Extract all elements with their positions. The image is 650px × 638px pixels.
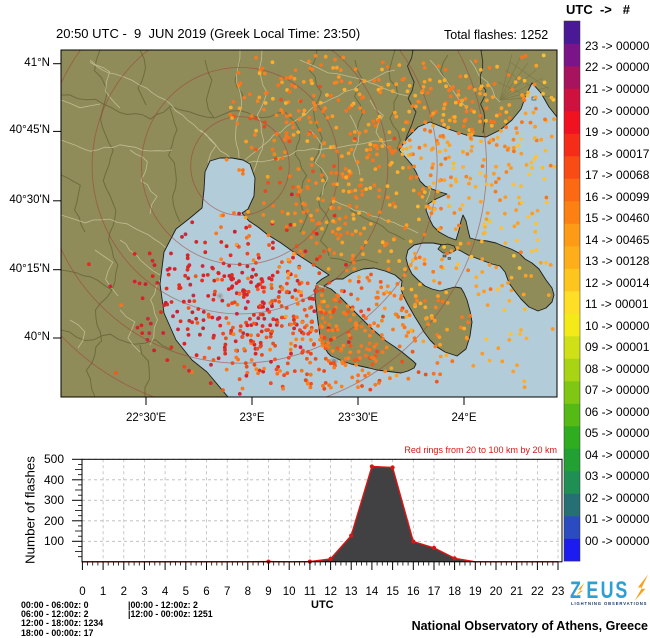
svg-text:Z: Z <box>570 576 581 603</box>
svg-text:LIGHTNING OBSERVATIONS: LIGHTNING OBSERVATIONS <box>571 601 647 606</box>
svg-text:E: E <box>586 576 598 603</box>
svg-text:S: S <box>615 576 627 603</box>
svg-text:U: U <box>601 576 614 603</box>
